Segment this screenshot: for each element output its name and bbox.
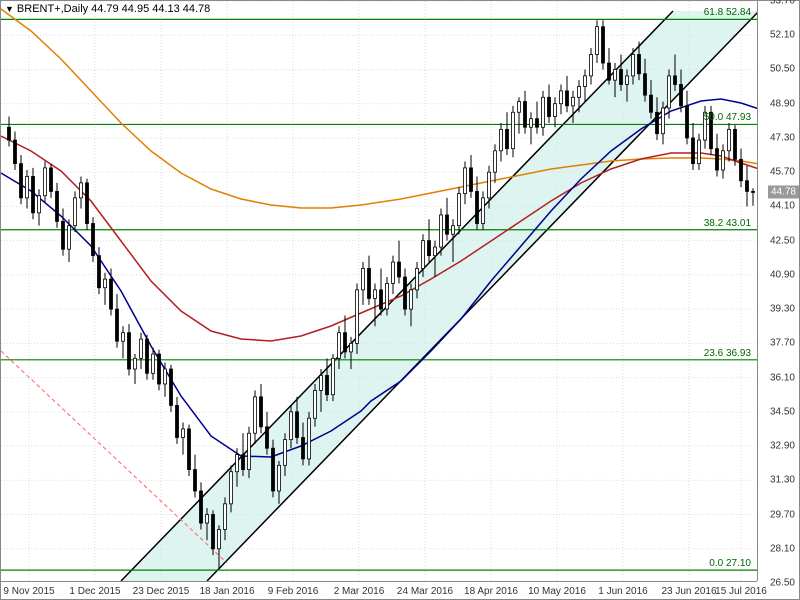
- y-tick: 26.50: [770, 578, 795, 589]
- y-tick: 44.10: [770, 201, 795, 212]
- plot-area[interactable]: 61.8 52.84 50.0 47.93 38.2 43.01 23.6 36.93…: [1, 1, 757, 581]
- y-tick: 48.90: [770, 98, 795, 109]
- x-tick: 18 Apr 2016: [464, 586, 518, 597]
- x-tick: 18 Jan 2016: [199, 586, 254, 597]
- x-tick: 15 Jul 2016: [715, 586, 767, 597]
- x-tick: 23 Jun 2016: [661, 586, 716, 597]
- chevron-down-icon[interactable]: ▼: [5, 4, 14, 14]
- y-tick: 28.10: [770, 543, 795, 554]
- y-tick: 31.30: [770, 475, 795, 486]
- y-tick: 36.10: [770, 372, 795, 383]
- x-tick: 24 Mar 2016: [397, 586, 453, 597]
- y-tick: 53.70: [770, 0, 795, 7]
- fib-label: 38.2 43.01: [704, 218, 751, 229]
- x-tick: 23 Dec 2015: [133, 586, 190, 597]
- y-tick: 37.70: [770, 338, 795, 349]
- x-tick: 9 Nov 2015: [3, 586, 54, 597]
- ohlc-c: 44.78: [183, 3, 211, 15]
- current-price-tag: 44.78: [768, 185, 799, 198]
- y-tick: 32.90: [770, 441, 795, 452]
- y-tick: 42.50: [770, 235, 795, 246]
- x-axis: 9 Nov 2015 1 Dec 2015 23 Dec 2015 18 Jan 20…: [1, 581, 757, 599]
- y-tick: 29.70: [770, 509, 795, 520]
- x-tick: 2 Mar 2016: [334, 586, 385, 597]
- fib-label: 0.0 27.10: [709, 558, 751, 569]
- x-tick: 1 Jun 2016: [598, 586, 648, 597]
- y-tick: 52.10: [770, 30, 795, 41]
- fib-label: 50.0 47.93: [704, 112, 751, 123]
- symbol-label: BRENT+,Daily: [17, 3, 88, 15]
- ohlc-l: 44.13: [152, 3, 180, 15]
- fib-label: 23.6 36.93: [704, 348, 751, 359]
- x-tick: 1 Dec 2015: [69, 586, 120, 597]
- y-tick: 40.90: [770, 269, 795, 280]
- chart-title-bar: ▼ BRENT+,Daily 44.79 44.95 44.13 44.78: [5, 3, 210, 15]
- x-tick: 10 May 2016: [528, 586, 586, 597]
- y-axis: 44.78 53.70 52.10 50.50 48.90 47.30 45.70 44.1…: [757, 1, 799, 581]
- y-tick: 45.70: [770, 167, 795, 178]
- y-tick: 34.50: [770, 406, 795, 417]
- current-price-value: 44.78: [771, 186, 796, 197]
- chart-container: ▼ BRENT+,Daily 44.79 44.95 44.13 44.78 6…: [0, 0, 800, 600]
- fib-label: 61.8 52.84: [704, 7, 751, 18]
- y-tick: 50.50: [770, 64, 795, 75]
- ohlc-h: 44.95: [122, 3, 150, 15]
- x-tick: 9 Feb 2016: [268, 586, 319, 597]
- chart-svg: [1, 1, 757, 581]
- y-tick: 39.30: [770, 304, 795, 315]
- ohlc-o: 44.79: [91, 3, 119, 15]
- y-tick: 47.30: [770, 132, 795, 143]
